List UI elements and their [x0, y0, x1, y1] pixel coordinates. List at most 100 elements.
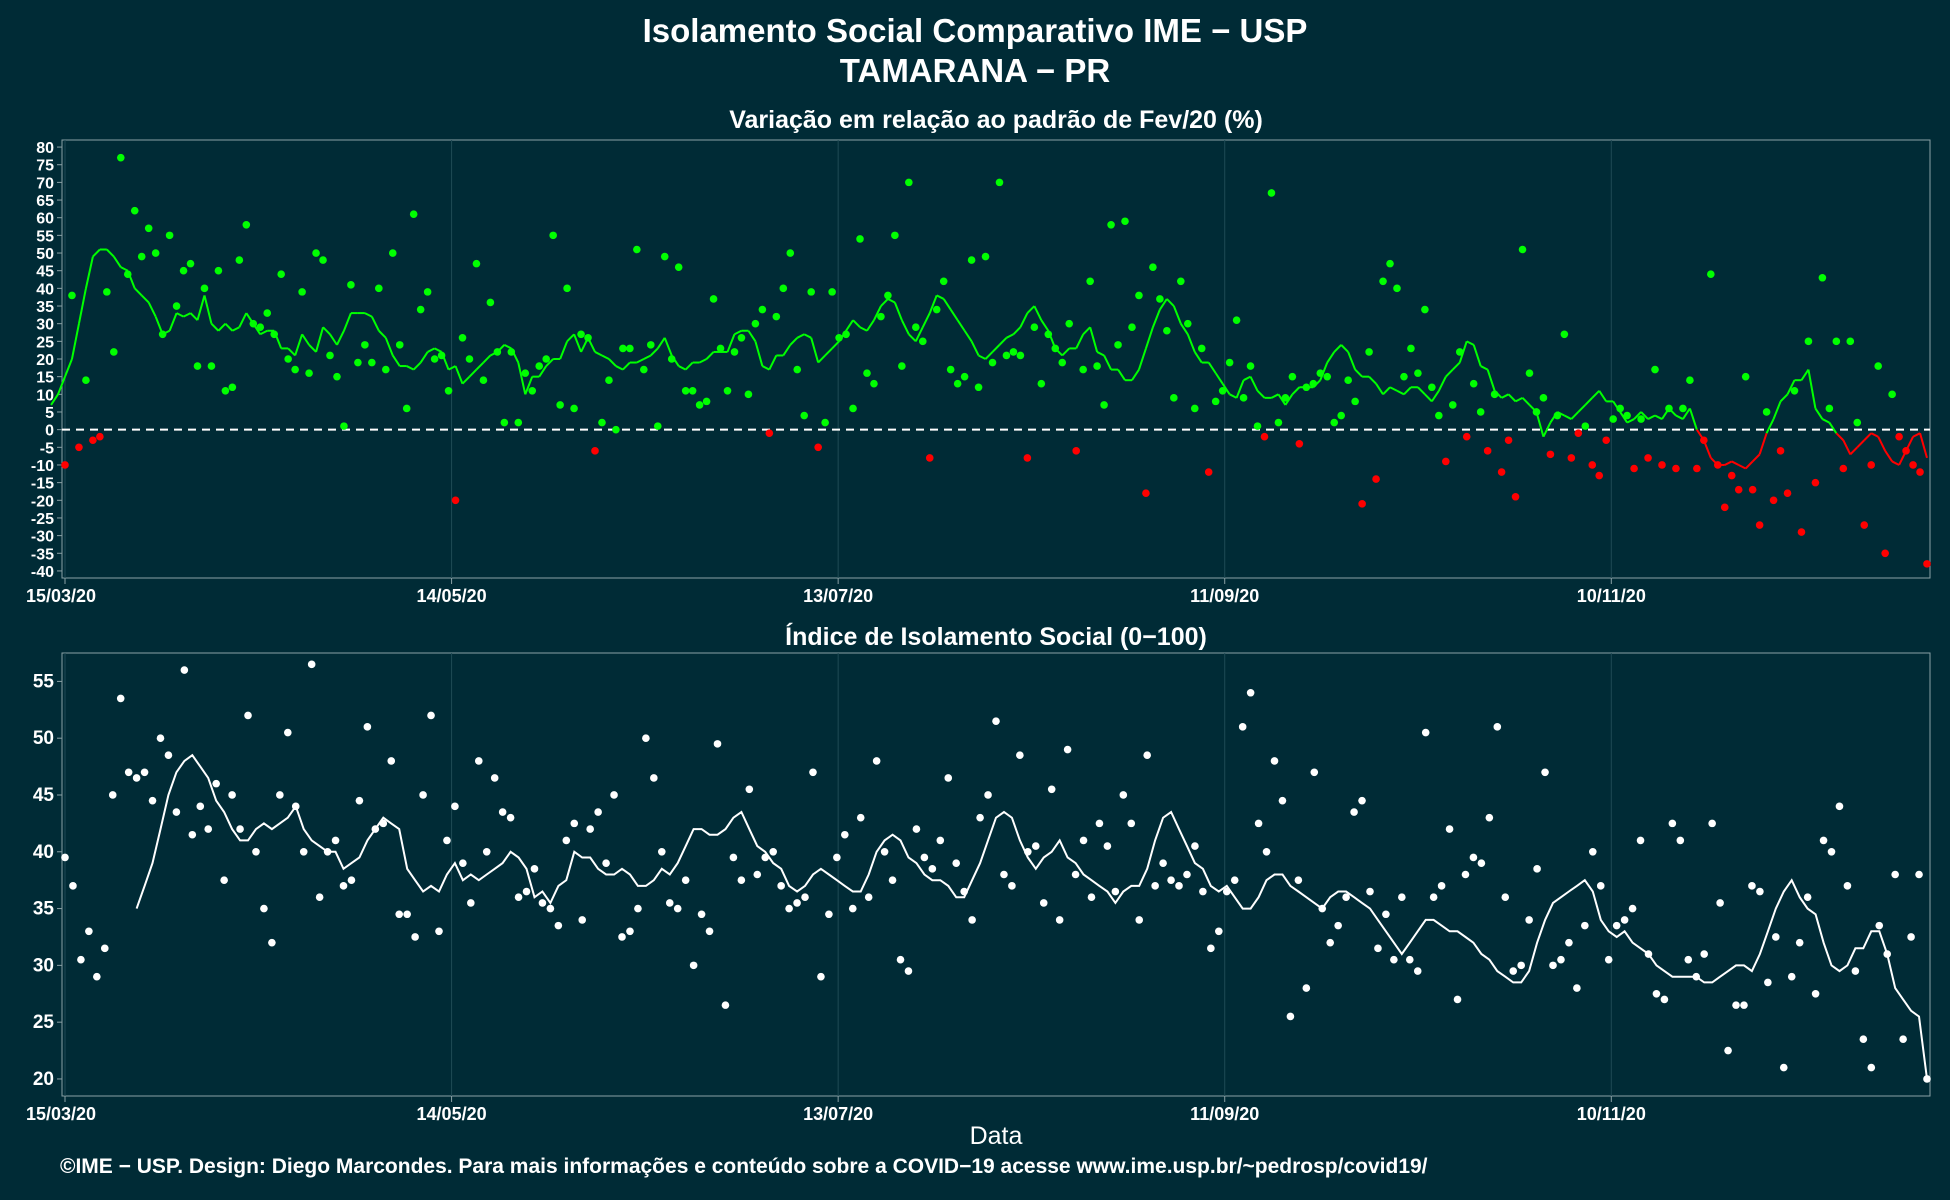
trend-line-segment	[468, 368, 478, 378]
data-point	[1684, 955, 1693, 964]
data-point	[1707, 270, 1715, 279]
data-point	[870, 379, 878, 388]
data-point	[395, 341, 404, 349]
trend-line-segment	[1012, 326, 1022, 335]
data-point	[268, 938, 276, 947]
trend-line-segment	[873, 305, 882, 321]
data-point	[1818, 273, 1827, 282]
data-point	[1374, 944, 1382, 953]
trend-line-segment	[594, 351, 603, 357]
data-point	[77, 955, 85, 964]
trend-line-segment	[615, 365, 624, 371]
data-point	[69, 882, 77, 890]
trend-line-segment	[1828, 422, 1838, 434]
data-point	[1902, 447, 1910, 455]
data-point	[1413, 967, 1422, 975]
data-point	[809, 768, 817, 777]
data-point	[535, 362, 544, 370]
data-point	[1651, 365, 1659, 374]
data-point	[416, 305, 425, 314]
trend-line-segment	[1724, 460, 1733, 466]
data-point	[435, 927, 443, 936]
trend-line-segment	[1779, 393, 1789, 403]
data-point	[427, 711, 435, 720]
data-point	[976, 813, 984, 822]
y-tick-label: -30	[31, 529, 54, 546]
data-point	[1151, 882, 1159, 890]
data-point	[944, 774, 953, 782]
data-point	[1740, 1001, 1748, 1009]
data-point	[912, 825, 921, 833]
data-point	[68, 291, 76, 300]
data-point	[1867, 1063, 1876, 1072]
data-point	[1318, 904, 1327, 913]
data-point	[591, 447, 599, 455]
data-point	[1428, 383, 1436, 392]
data-point	[1630, 464, 1638, 473]
data-point	[856, 235, 864, 243]
data-point	[1079, 836, 1088, 845]
data-point	[368, 358, 376, 367]
data-point	[1254, 819, 1263, 828]
y-tick-label: 0	[45, 423, 54, 440]
data-point	[745, 785, 754, 794]
data-point	[1215, 927, 1223, 936]
data-point	[1055, 916, 1064, 924]
trend-line-segment	[1431, 390, 1440, 402]
data-point	[880, 847, 889, 856]
trend-line-segment	[684, 361, 694, 371]
y-tick-label: 55	[36, 228, 54, 245]
trend-line-segment	[1521, 397, 1531, 406]
trend-line-segment	[1877, 436, 1887, 452]
data-point	[721, 1001, 730, 1009]
trend-line-segment	[50, 393, 59, 406]
data-point	[618, 933, 626, 941]
trend-line-segment	[176, 312, 185, 318]
data-point	[355, 796, 364, 805]
y-tick-label: 35	[36, 299, 54, 316]
data-point	[1660, 995, 1669, 1004]
data-point	[1065, 319, 1074, 328]
data-point	[263, 309, 272, 317]
y-tick-label: 25	[36, 334, 54, 351]
data-point	[772, 312, 781, 321]
y-tick-label: 45	[33, 785, 55, 806]
trend-line-segment	[1472, 344, 1482, 367]
trend-line-segment	[984, 351, 994, 360]
trend-line-segment	[1633, 411, 1642, 420]
data-point	[1843, 882, 1852, 890]
data-point	[188, 830, 197, 839]
data-point	[1668, 819, 1677, 828]
data-point	[1044, 330, 1053, 339]
trend-line-segment	[1577, 404, 1586, 413]
data-point	[689, 961, 698, 970]
data-point	[697, 910, 706, 919]
data-point	[1525, 916, 1533, 924]
data-point	[236, 825, 244, 833]
data-point	[490, 774, 499, 782]
data-point	[323, 847, 332, 856]
data-point	[1421, 728, 1430, 737]
trend-line-segment	[622, 361, 631, 371]
trend-line-segment	[608, 358, 617, 367]
data-point	[841, 830, 849, 839]
data-point	[1772, 933, 1780, 941]
data-point	[1832, 337, 1841, 346]
trend-line-segment	[1452, 361, 1461, 371]
data-point	[1883, 950, 1892, 958]
trend-line-segment	[524, 376, 534, 395]
trend-line-segment	[782, 344, 792, 357]
data-point	[872, 757, 881, 765]
x-tick-label: 11/09/20	[1190, 586, 1259, 606]
trend-line-segment	[448, 365, 456, 371]
data-point	[801, 893, 809, 902]
data-point	[1790, 386, 1799, 395]
data-point	[61, 853, 69, 862]
trend-line-segment	[1912, 432, 1921, 438]
data-point	[270, 330, 279, 339]
trend-line-segment	[1821, 418, 1830, 424]
y-tick-label: -25	[31, 511, 54, 528]
data-point	[578, 916, 587, 924]
trend-line-segment	[1151, 309, 1161, 328]
data-point	[530, 865, 539, 873]
